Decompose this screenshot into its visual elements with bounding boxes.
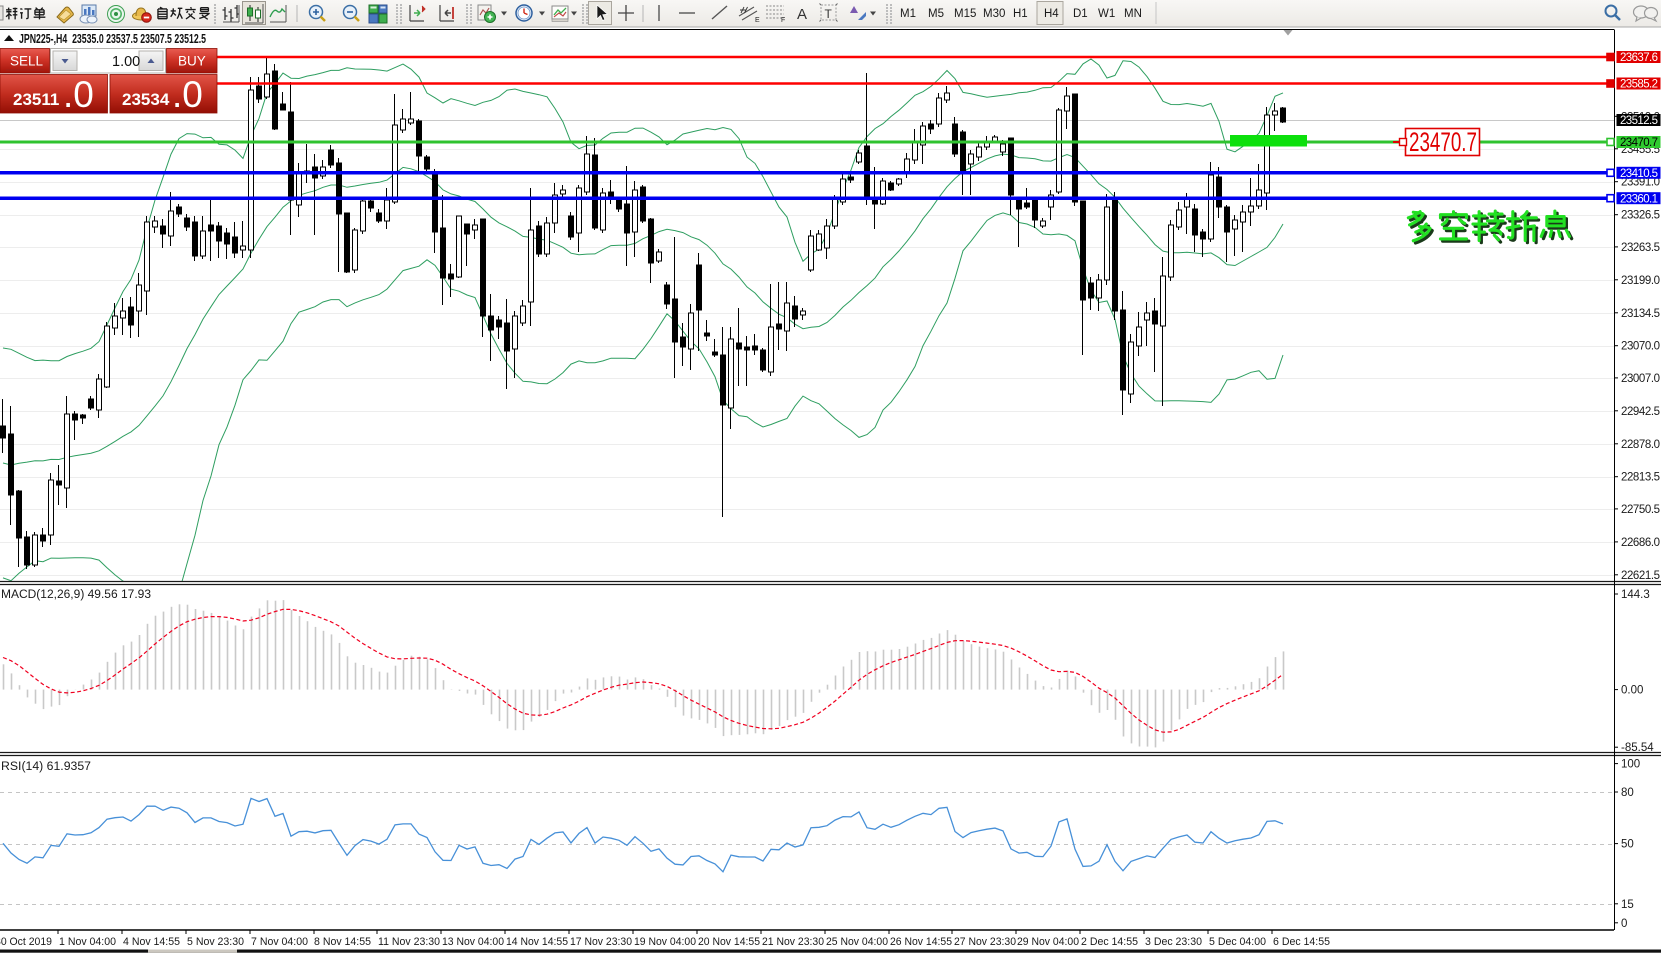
svg-text:M30: M30 [983,8,1005,20]
svg-text:H4: H4 [1044,8,1059,20]
svg-text:29 Nov 04:00: 29 Nov 04:00 [1017,936,1079,948]
svg-text:21 Nov 23:30: 21 Nov 23:30 [762,936,824,948]
svg-text:23470.7: 23470.7 [1409,127,1477,157]
svg-text:26 Nov 14:55: 26 Nov 14:55 [890,936,952,948]
svg-text:3 Dec 23:30: 3 Dec 23:30 [1145,936,1202,948]
svg-text:5 Dec 04:00: 5 Dec 04:00 [1209,936,1266,948]
svg-text:F: F [781,17,785,24]
svg-text:50: 50 [1621,839,1634,851]
svg-text:RSI(14) 61.9357: RSI(14) 61.9357 [1,761,91,773]
svg-text:0: 0 [1621,918,1627,930]
svg-text:SELL: SELL [10,54,44,69]
svg-text:19 Nov 04:00: 19 Nov 04:00 [634,936,696,948]
svg-text:.0: .0 [172,74,203,115]
svg-text:-85.54: -85.54 [1621,742,1654,754]
svg-text:W1: W1 [1098,8,1115,20]
svg-text:13 Nov 04:00: 13 Nov 04:00 [442,936,504,948]
svg-text:144.3: 144.3 [1621,589,1650,601]
svg-text:22813.5: 22813.5 [1621,472,1660,484]
svg-text:22942.5: 22942.5 [1621,406,1660,418]
svg-text:23134.5: 23134.5 [1621,308,1660,320]
svg-text:D1: D1 [1073,8,1088,20]
svg-text:23391.0: 23391.0 [1621,177,1660,189]
svg-text:23470.7: 23470.7 [1620,137,1658,149]
svg-text:1 Nov 04:00: 1 Nov 04:00 [59,936,116,948]
svg-text:8 Nov 14:55: 8 Nov 14:55 [314,936,371,948]
svg-text:.0: .0 [63,74,94,115]
svg-text:22750.5: 22750.5 [1621,504,1660,516]
svg-text:0.00: 0.00 [1621,685,1643,697]
svg-text:100: 100 [1621,759,1640,771]
svg-text:20 Nov 14:55: 20 Nov 14:55 [698,936,760,948]
svg-text:23070.0: 23070.0 [1621,341,1660,353]
svg-text:23263.5: 23263.5 [1621,242,1660,254]
svg-text:4 Nov 14:55: 4 Nov 14:55 [123,936,180,948]
svg-text:23637.6: 23637.6 [1620,52,1658,64]
svg-text:23511: 23511 [13,90,59,109]
svg-text:27 Nov 23:30: 27 Nov 23:30 [954,936,1016,948]
svg-text:1.00: 1.00 [112,54,140,70]
svg-text:22878.0: 22878.0 [1621,439,1660,451]
svg-text:23585.2: 23585.2 [1620,79,1658,91]
svg-text:11 Nov 23:30: 11 Nov 23:30 [378,936,440,948]
svg-text:23534: 23534 [122,90,170,109]
svg-text:A: A [797,6,807,23]
svg-text:6 Dec 14:55: 6 Dec 14:55 [1273,936,1330,948]
svg-text:E: E [755,17,760,24]
svg-text:30 Oct 2019: 30 Oct 2019 [0,936,52,948]
svg-text:14 Nov 14:55: 14 Nov 14:55 [506,936,568,948]
svg-text:M15: M15 [954,8,976,20]
svg-text:BUY: BUY [178,54,206,69]
svg-text:H1: H1 [1013,8,1028,20]
svg-text:T: T [825,7,833,21]
svg-text:15: 15 [1621,899,1634,911]
svg-text:23199.0: 23199.0 [1621,275,1660,287]
svg-text:25 Nov 04:00: 25 Nov 04:00 [826,936,888,948]
svg-text:17 Nov 23:30: 17 Nov 23:30 [570,936,632,948]
svg-text:JPN225-,H4 23535.0 23537.5 23: JPN225-,H4 23535.0 23537.5 23507.5 23512… [19,32,206,46]
svg-text:23512.5: 23512.5 [1620,115,1658,127]
svg-text:80: 80 [1621,787,1634,799]
svg-text:23326.5: 23326.5 [1621,210,1660,222]
svg-text:5 Nov 23:30: 5 Nov 23:30 [187,936,244,948]
svg-text:M5: M5 [928,8,944,20]
svg-text:22621.5: 22621.5 [1621,570,1660,582]
svg-text:7 Nov 04:00: 7 Nov 04:00 [251,936,308,948]
svg-text:M1: M1 [900,8,916,20]
svg-text:2 Dec 14:55: 2 Dec 14:55 [1081,936,1138,948]
svg-text:23410.5: 23410.5 [1620,168,1658,180]
svg-text:MACD(12,26,9) 49.56 17.93: MACD(12,26,9) 49.56 17.93 [1,589,151,601]
svg-text:22686.0: 22686.0 [1621,537,1660,549]
svg-text:MN: MN [1124,8,1142,20]
svg-text:23360.1: 23360.1 [1620,193,1658,205]
svg-text:23007.0: 23007.0 [1621,373,1660,385]
